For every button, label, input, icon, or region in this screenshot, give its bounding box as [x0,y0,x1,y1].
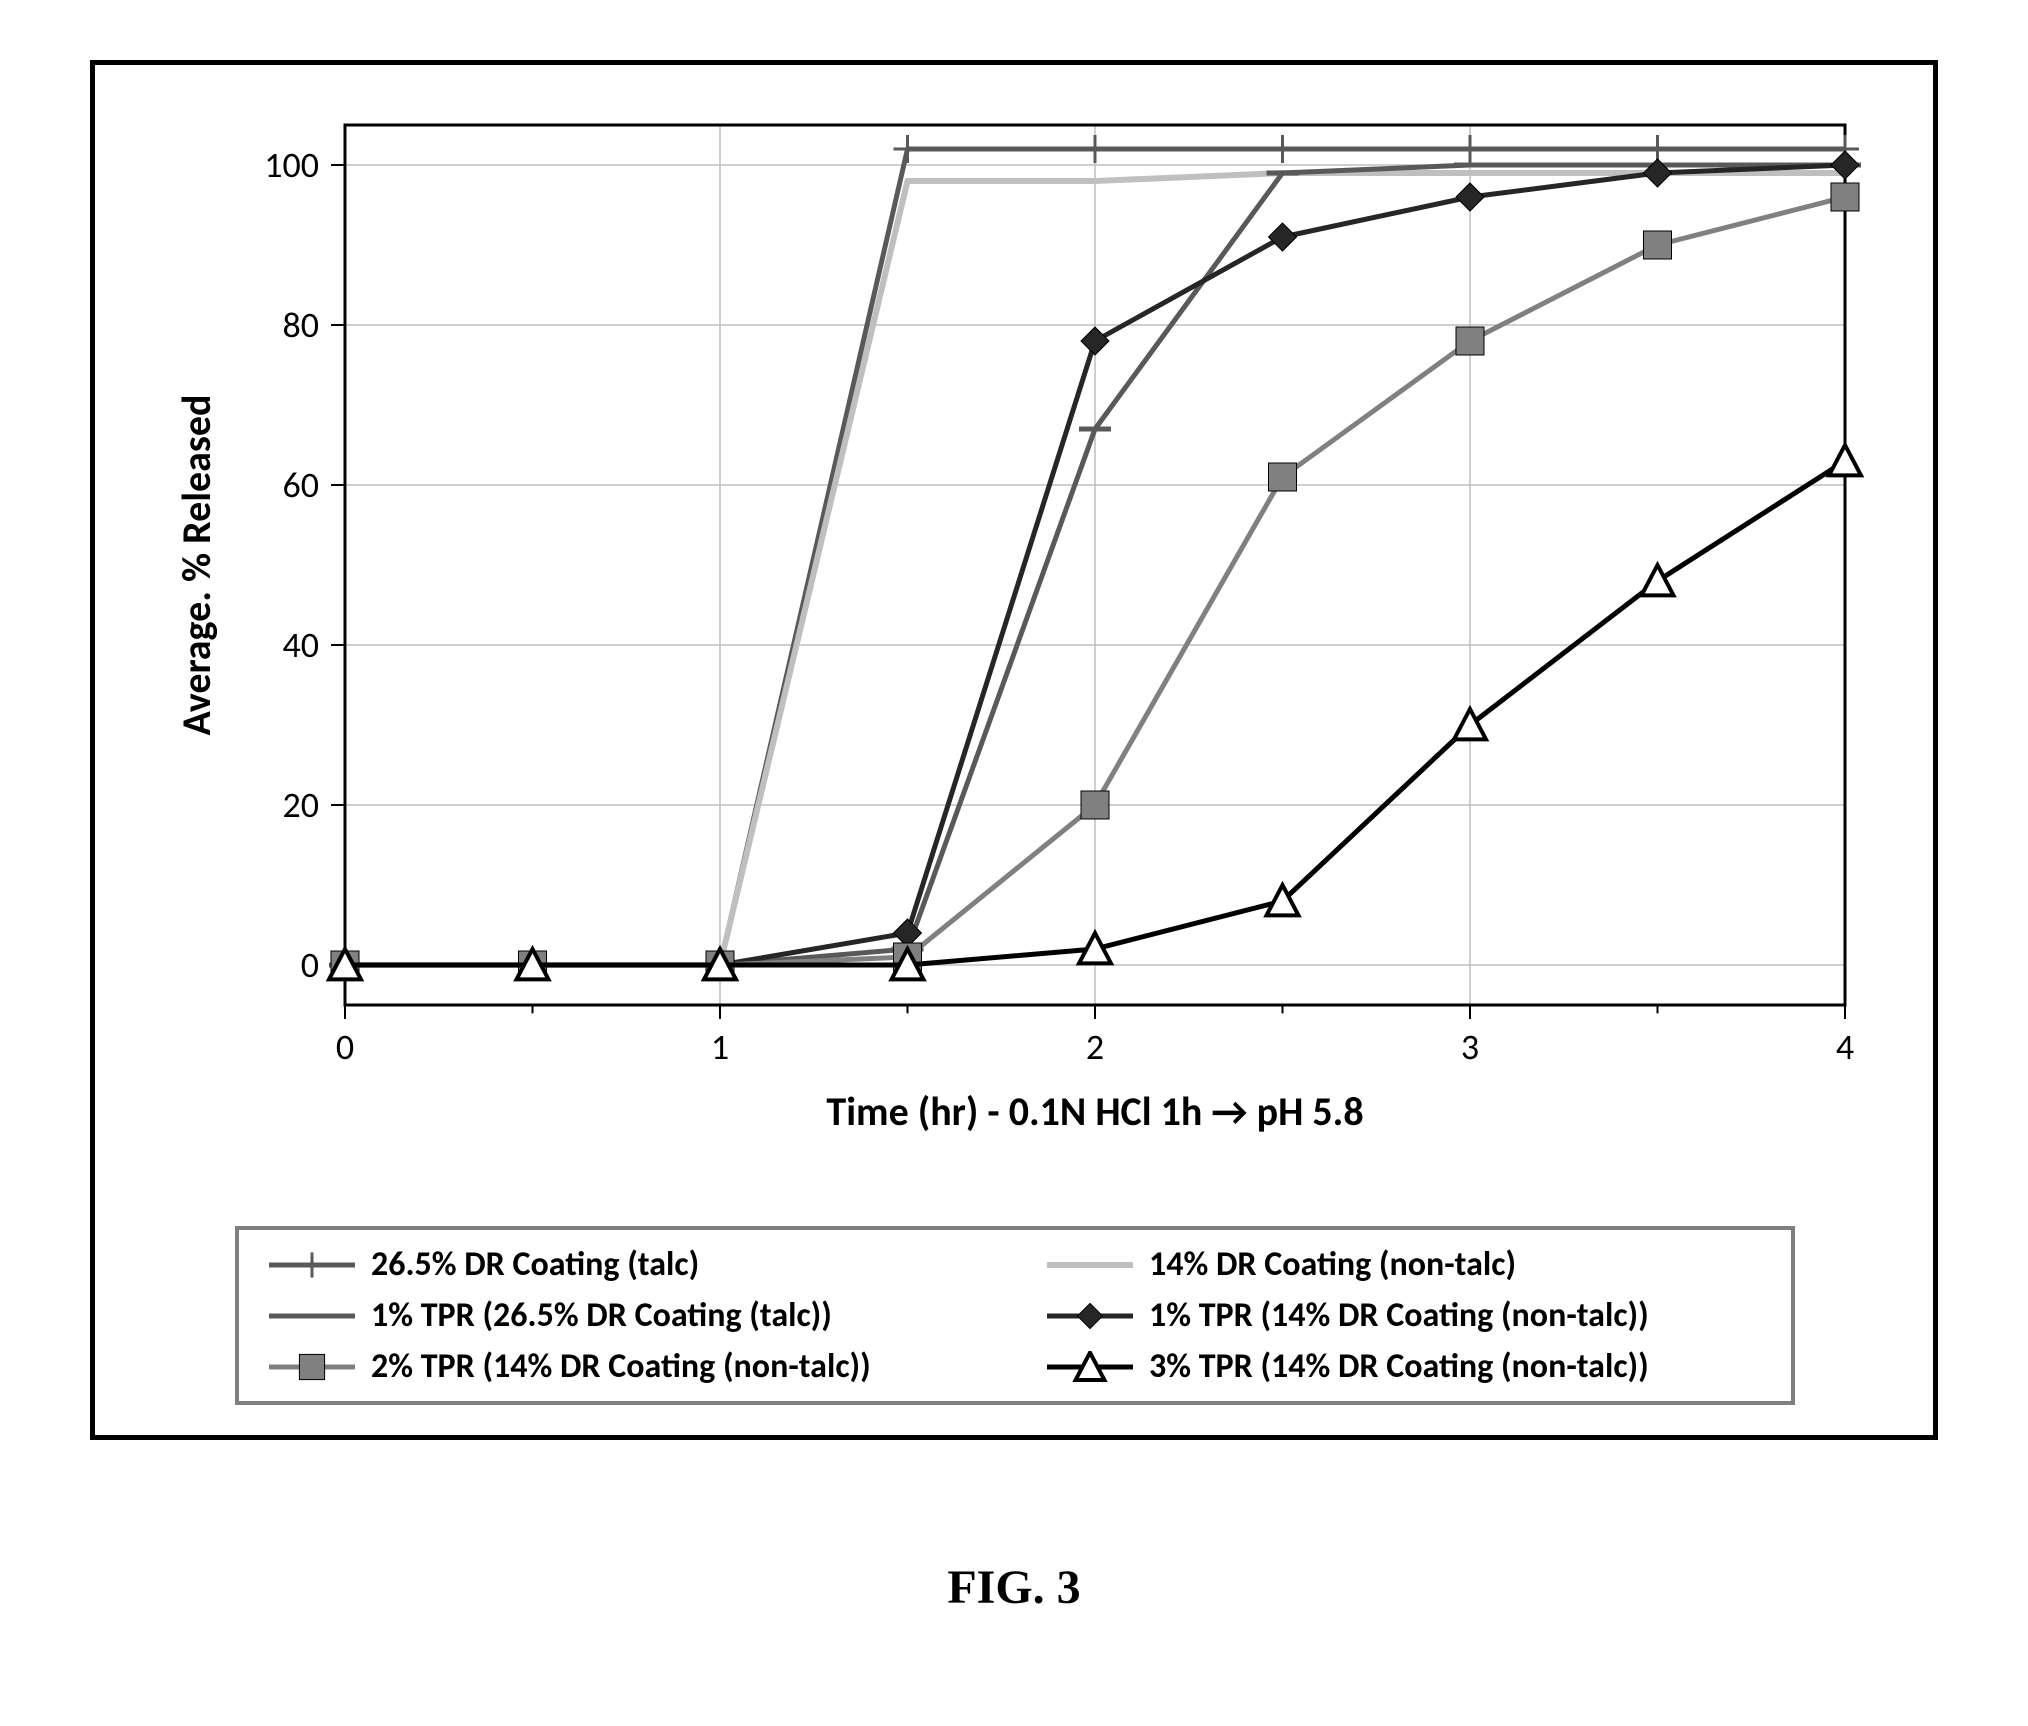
legend-label-s3: 1% TPR (26.5% DR Coating (talc)) [371,1295,832,1336]
legend-swatch-s2 [1045,1249,1135,1281]
legend-swatch-s4 [1045,1300,1135,1332]
legend-swatch-s6 [1045,1351,1135,1383]
svg-text:40: 40 [283,623,320,667]
svg-text:20: 20 [283,783,320,827]
legend-label-s2: 14% DR Coating (non-talc) [1149,1244,1516,1285]
chart-holder: 01234020406080100Time (hr) - 0.1N HCl 1h… [155,95,1875,1155]
legend-swatch-s1 [267,1249,357,1281]
svg-text:Time (hr) - 0.1N HCl 1h → pH 5: Time (hr) - 0.1N HCl 1h → pH 5.8 [826,1087,1363,1136]
svg-text:3: 3 [1461,1025,1479,1069]
legend-label-s5: 2% TPR (14% DR Coating (non-talc)) [371,1346,871,1387]
legend-swatch-s3 [267,1300,357,1332]
svg-text:Average. % Released: Average. % Released [172,395,221,736]
legend-item-s2: 14% DR Coating (non-talc) [1045,1244,1763,1285]
legend-label-s4: 1% TPR (14% DR Coating (non-talc)) [1149,1295,1649,1336]
legend-label-s6: 3% TPR (14% DR Coating (non-talc)) [1149,1346,1649,1387]
chart-svg: 01234020406080100Time (hr) - 0.1N HCl 1h… [155,95,1875,1155]
svg-text:100: 100 [264,143,319,187]
outer-frame: 01234020406080100Time (hr) - 0.1N HCl 1h… [90,60,1938,1440]
legend-swatch-s5 [267,1351,357,1383]
svg-text:80: 80 [283,303,320,347]
svg-text:60: 60 [283,463,320,507]
legend-item-s6: 3% TPR (14% DR Coating (non-talc)) [1045,1346,1763,1387]
legend: 26.5% DR Coating (talc) 14% DR Coating (n… [235,1226,1795,1405]
svg-text:0: 0 [336,1025,354,1069]
legend-item-s1: 26.5% DR Coating (talc) [267,1244,985,1285]
svg-text:4: 4 [1836,1025,1854,1069]
legend-item-s4: 1% TPR (14% DR Coating (non-talc)) [1045,1295,1763,1336]
page: 01234020406080100Time (hr) - 0.1N HCl 1h… [0,0,2028,1726]
legend-item-s3: 1% TPR (26.5% DR Coating (talc)) [267,1295,985,1336]
figure-caption: FIG. 3 [0,1560,2028,1615]
svg-text:0: 0 [301,943,319,987]
legend-item-s5: 2% TPR (14% DR Coating (non-talc)) [267,1346,985,1387]
svg-text:1: 1 [711,1025,729,1069]
svg-text:2: 2 [1086,1025,1104,1069]
legend-label-s1: 26.5% DR Coating (talc) [371,1244,699,1285]
